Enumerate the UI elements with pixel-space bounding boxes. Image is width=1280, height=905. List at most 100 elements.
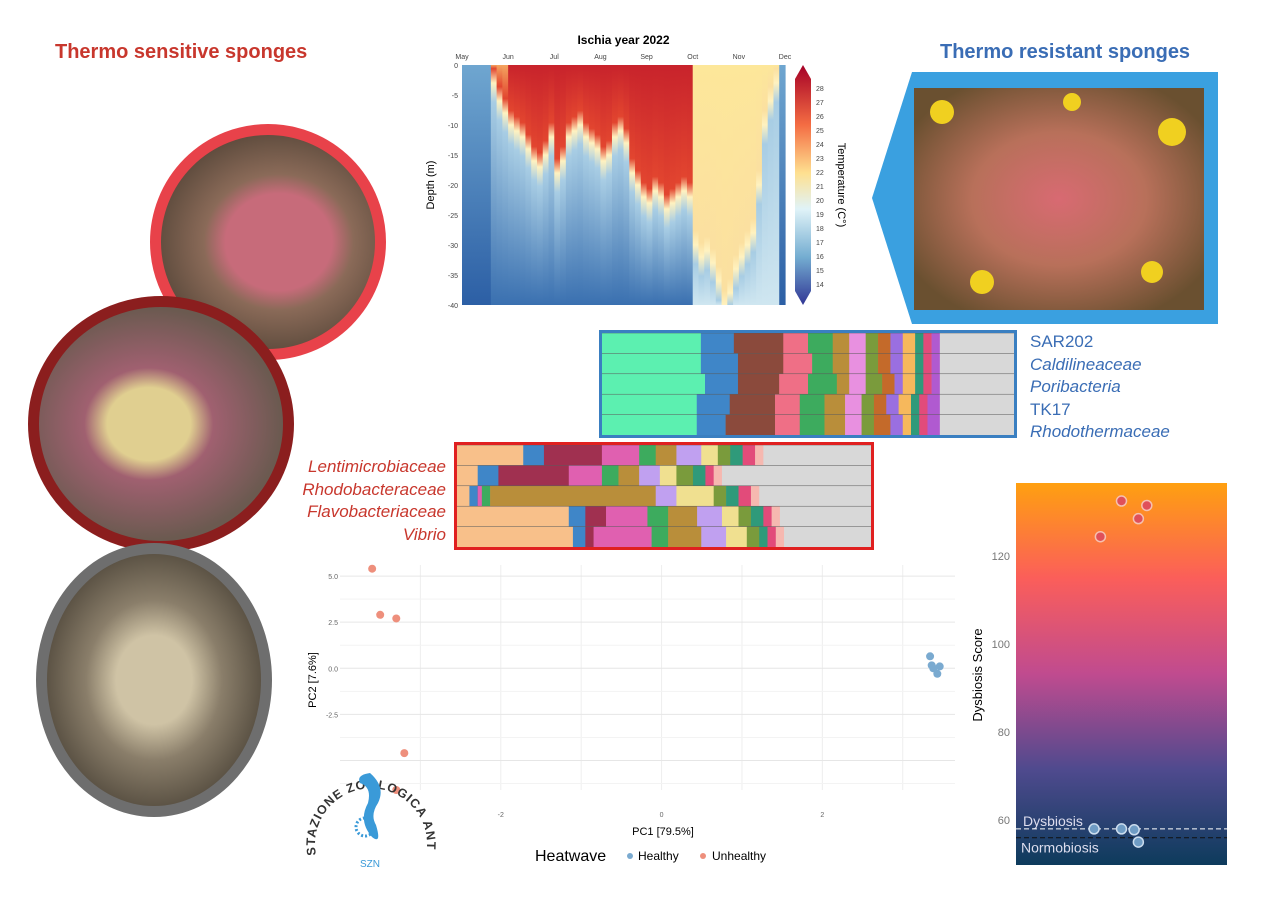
colorbar-tick-label: 25 (816, 128, 824, 135)
bar-segment (701, 526, 727, 547)
bar-segment (477, 485, 483, 507)
y-tick-label: 2.5 (328, 620, 338, 627)
bar-segment (878, 333, 891, 354)
heatmap-column (531, 65, 538, 305)
resistant-taxa-list: SAR202 Caldilineaceae Poribacteria TK17 … (1030, 331, 1170, 444)
bar-segment (490, 485, 657, 507)
colorbar-label: Temperature (C°) (835, 143, 847, 227)
bar-segment (911, 394, 920, 415)
depth-tick-label: -30 (448, 243, 458, 250)
bar-segment (696, 394, 731, 415)
bar-segment (845, 414, 862, 435)
bar-segment (873, 394, 887, 415)
x-tick-label: 0 (660, 812, 664, 819)
bar-segment (931, 373, 941, 395)
heatmap-column (652, 65, 659, 305)
bar-segment (799, 414, 825, 435)
heatmap-column (565, 65, 573, 305)
y-tick-label: 80 (998, 727, 1010, 739)
colorbar-tick-label: 24 (816, 142, 824, 149)
colorbar-tick-label: 19 (816, 212, 824, 219)
bar-segment (601, 445, 640, 466)
bar-segment (902, 414, 912, 435)
taxon-label: Rhodothermaceae (1030, 422, 1170, 441)
month-tick-label: Oct (687, 54, 698, 61)
bar-segment (775, 414, 801, 435)
bar-segment (763, 445, 872, 466)
taxon-label: Vibrio (402, 524, 446, 544)
heatmap-column (635, 65, 642, 305)
bar-segment (824, 394, 846, 415)
bar-segment (733, 333, 784, 354)
szn-logo: STAZIONE ZOOLOGICA ANTON DOHRN SZN (298, 745, 437, 870)
x-tick-label: -2 (498, 812, 504, 819)
colorbar-tick-label: 18 (816, 226, 824, 233)
bar-segment (738, 506, 752, 527)
bar-segment (568, 506, 586, 527)
bar-segment (659, 465, 677, 486)
heatmap-column (502, 65, 509, 305)
colorbar-tick-label: 17 (816, 240, 824, 247)
bar-segment (602, 414, 698, 435)
bar-segment (568, 465, 603, 486)
month-tick-label: Nov (733, 54, 746, 61)
bar-segment (721, 506, 739, 527)
unhealthy-point (1115, 495, 1128, 507)
month-tick-label: May (455, 54, 469, 61)
bar-segment (861, 394, 875, 415)
bar-segment (783, 353, 813, 374)
bar-segment (849, 333, 866, 354)
bar-segment (457, 506, 570, 527)
heatmap-column (571, 65, 578, 305)
bar-segment (939, 414, 1015, 435)
bar-segment (606, 506, 648, 527)
bar-segment (771, 506, 781, 527)
x-tick-label: 2 (820, 812, 824, 819)
taxon-label: TK17 (1030, 399, 1071, 419)
heatmap-column (761, 65, 769, 305)
bar-segment (457, 485, 470, 507)
bar-segment (655, 485, 677, 507)
heatmap-column (508, 65, 515, 305)
heatmap-column (536, 65, 544, 305)
bar-segment (738, 485, 752, 507)
colorbar-tick-label: 16 (816, 254, 824, 261)
bar-segment (696, 414, 726, 435)
heatmap-column (623, 65, 630, 305)
heatmap-column (767, 65, 775, 305)
heatmap-title: Ischia year 2022 (577, 33, 670, 47)
depth-tick-label: -5 (452, 93, 458, 100)
bar-segment (585, 506, 607, 527)
healthy-point (1088, 823, 1100, 835)
y-tick-label: 0.0 (328, 666, 338, 673)
bar-segment (651, 526, 669, 547)
resistant-sponge-photo (872, 72, 1218, 324)
heatmap-column (715, 65, 723, 305)
depth-tick-label: -20 (448, 183, 458, 190)
legend-title: Heatwave (535, 848, 606, 865)
legend-healthy-label: Healthy (638, 849, 679, 863)
bar-segment (927, 394, 941, 415)
thermo-resistant-heading: Thermo resistant sponges (940, 41, 1191, 63)
heatmap-column (594, 65, 602, 305)
bar-segment (705, 465, 714, 486)
heatmap-column (490, 65, 498, 305)
bar-segment (737, 373, 780, 395)
bar-segment (602, 333, 702, 354)
bar-segment (469, 485, 478, 507)
bar-segment (865, 353, 879, 374)
bar-segment (618, 465, 640, 486)
colorbar-tick-label: 27 (816, 100, 824, 107)
bar-segment (602, 394, 698, 415)
logo-abbr: SZN (360, 859, 380, 870)
heatmap-column (721, 65, 728, 305)
bar-segment (543, 445, 603, 466)
bar-segment (457, 445, 524, 466)
bars-frame (599, 330, 1017, 438)
bar-segment (759, 526, 768, 547)
sensitive-composition-bars (454, 442, 874, 550)
heatmap-column (496, 65, 503, 305)
taxon-label: Caldilineaceae (1030, 354, 1142, 374)
bar-segment (783, 333, 809, 354)
bar-segment (902, 373, 916, 395)
